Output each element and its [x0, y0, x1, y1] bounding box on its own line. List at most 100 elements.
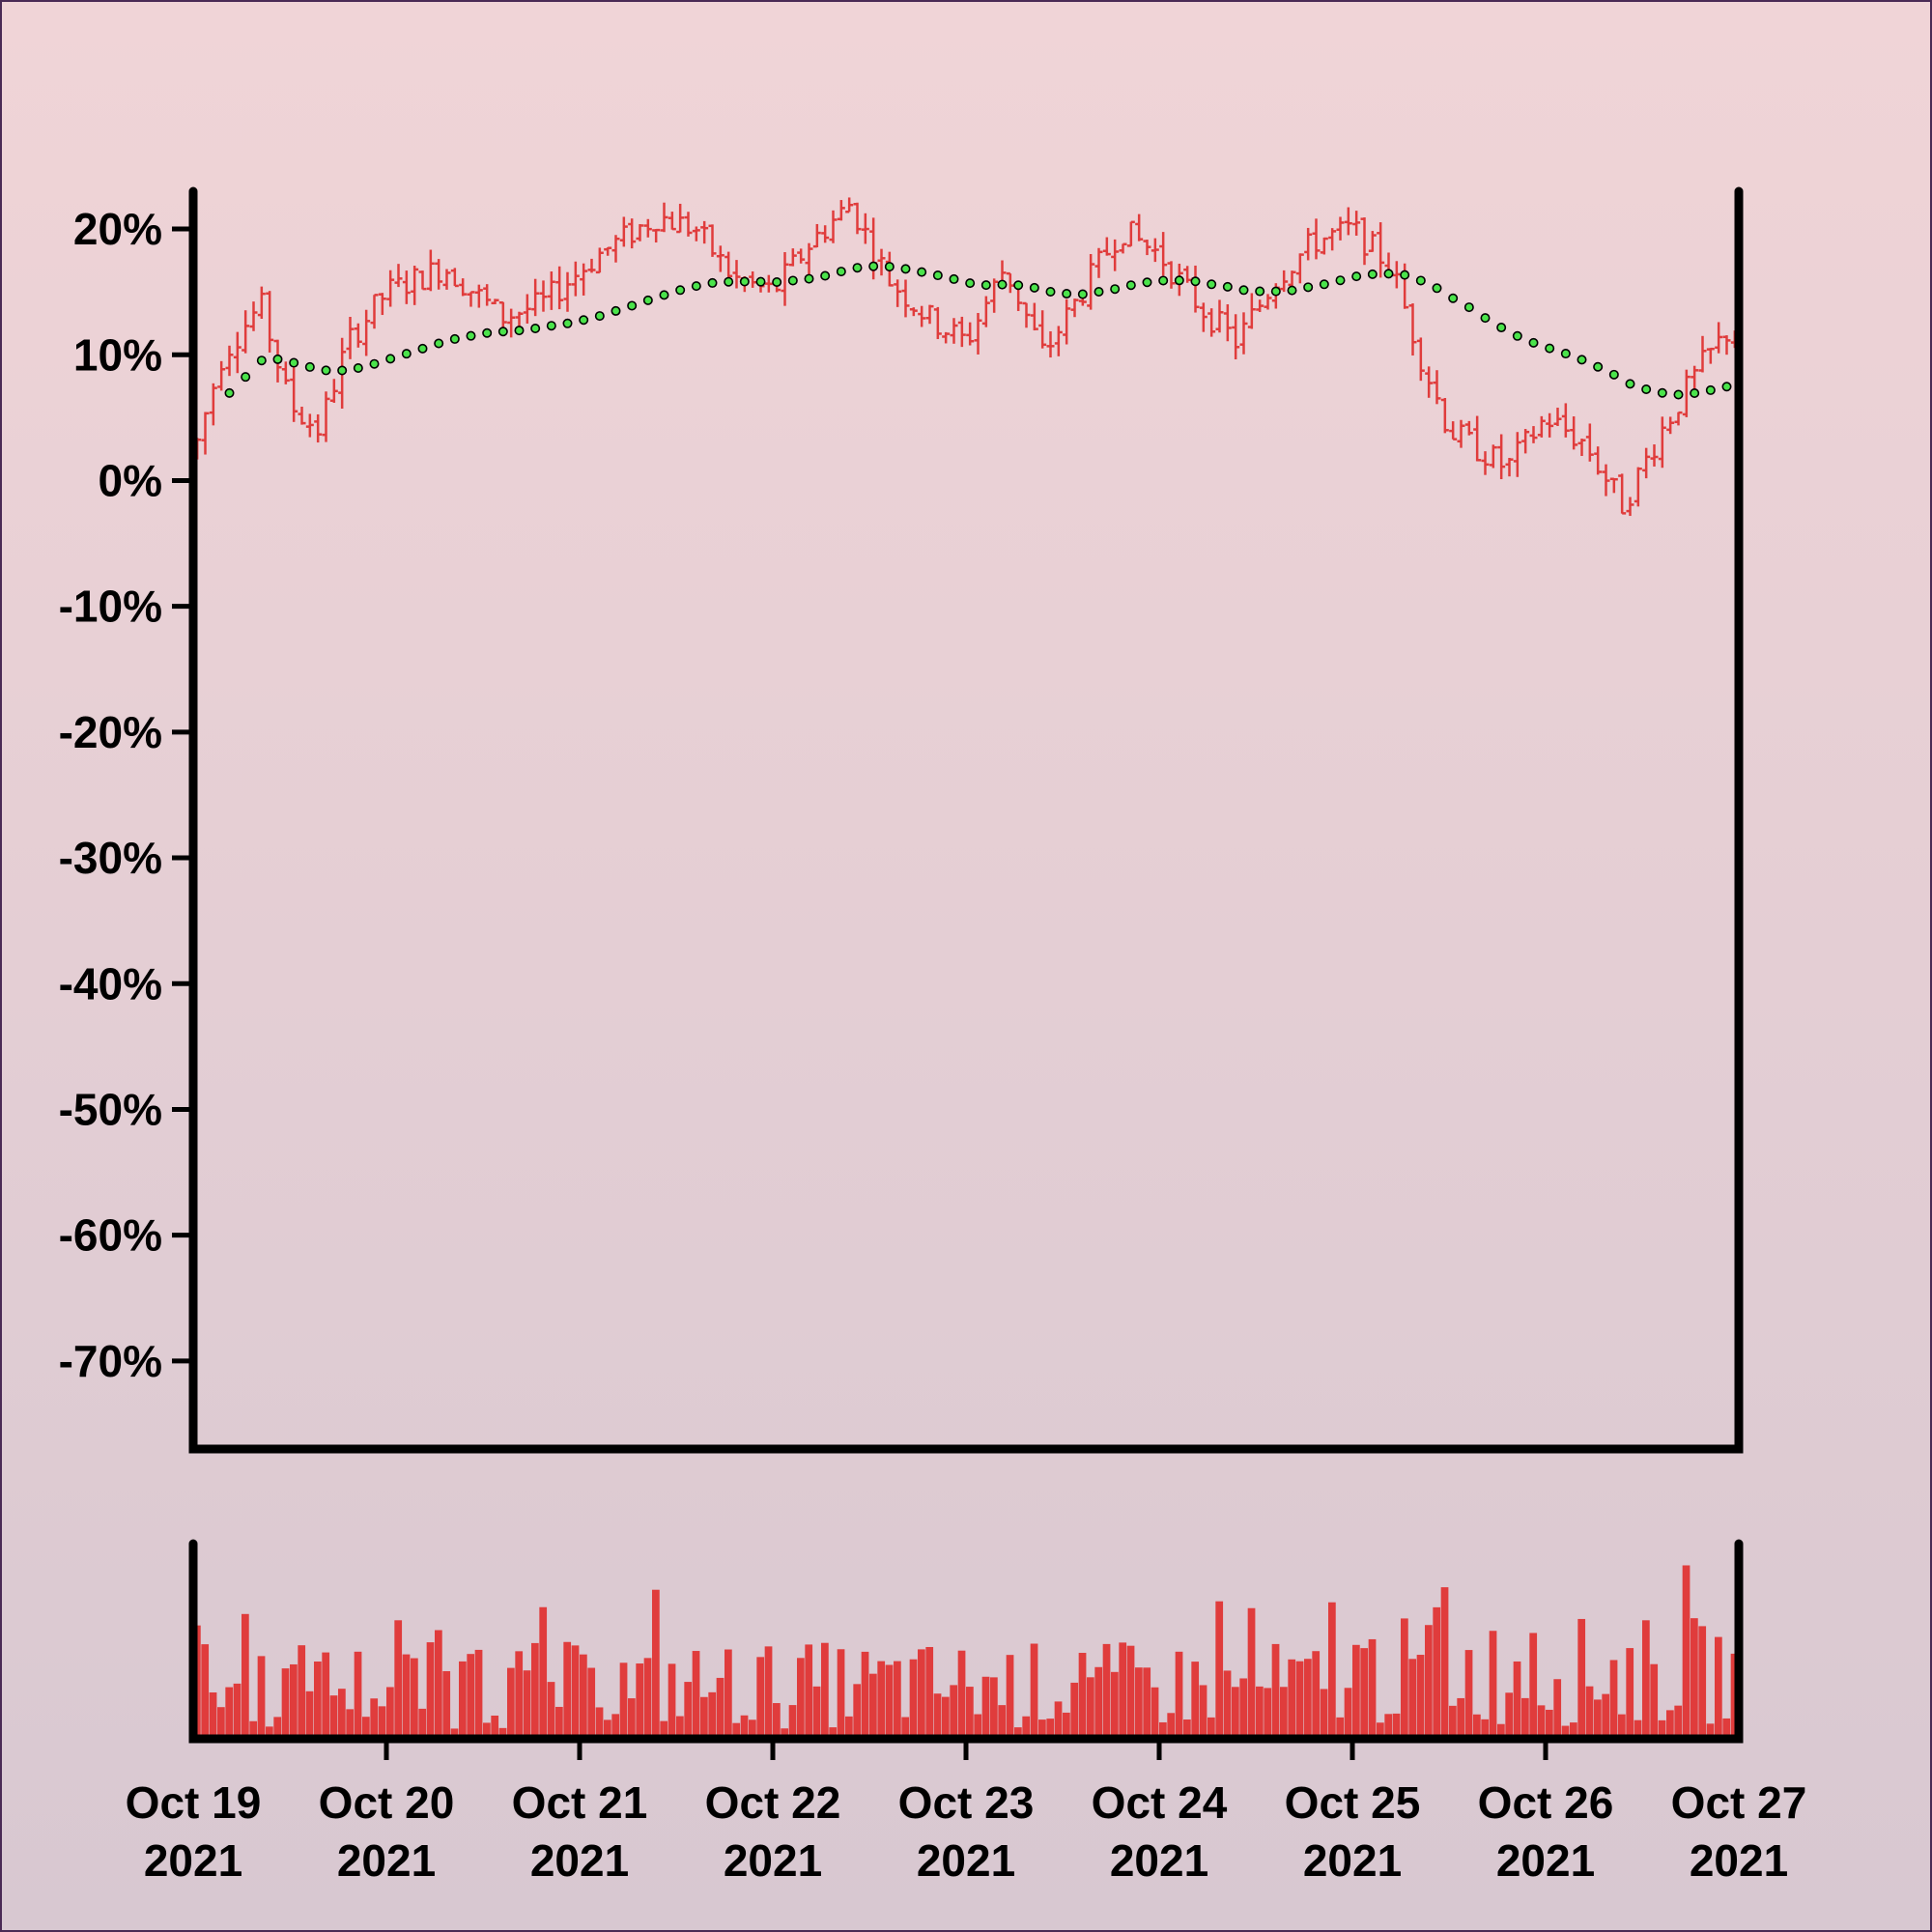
volume-bar — [950, 1685, 958, 1739]
volume-bar — [1199, 1685, 1208, 1739]
ma-dot — [1657, 387, 1667, 398]
volume-bar — [716, 1677, 724, 1739]
y-tick-label: 10% — [73, 329, 162, 380]
volume-bar — [1658, 1719, 1666, 1739]
volume-bar — [974, 1714, 982, 1739]
ma-dot — [562, 318, 573, 328]
y-axis-ticks: 20% 10% 0% -10% -20% -30% -40% -50% -60% -70% — [59, 204, 193, 1386]
volume-bar — [619, 1662, 628, 1739]
volume-bar — [1473, 1714, 1481, 1739]
ma-dot — [1303, 282, 1314, 293]
price-panel: 20% 10% 0% -10% -20% -30% -40% -50% -60% -70% — [59, 186, 1744, 1454]
x-tick-label-year: 2021 — [1110, 1835, 1208, 1886]
volume-bar — [1416, 1655, 1425, 1739]
volume-bar — [459, 1661, 467, 1739]
volume-bar — [1642, 1620, 1650, 1739]
ma-dot — [1319, 279, 1329, 290]
volume-bar — [266, 1726, 273, 1739]
volume-bar — [1706, 1723, 1715, 1739]
x-tick-label-date: Oct 23 — [898, 1777, 1035, 1828]
volume-bar — [781, 1728, 789, 1739]
volume-bar — [1208, 1717, 1215, 1739]
ma-dot — [1400, 270, 1410, 280]
volume-bar — [1401, 1618, 1408, 1739]
x-tick-label-year: 2021 — [1690, 1835, 1788, 1886]
volume-bar — [507, 1667, 515, 1739]
volume-bar — [877, 1661, 886, 1739]
volume-bar — [217, 1707, 225, 1739]
ma-dot — [932, 270, 943, 281]
volume-bar — [483, 1722, 491, 1739]
volume-bar — [845, 1716, 853, 1739]
volume-bar — [1497, 1723, 1505, 1739]
volume-bar — [1030, 1643, 1038, 1739]
volume-bar — [1038, 1719, 1046, 1739]
volume-bar — [1215, 1601, 1224, 1739]
volume-bar — [1022, 1716, 1031, 1739]
volume-bar — [1087, 1677, 1094, 1739]
volume-bar — [1433, 1606, 1441, 1739]
volume-bar — [901, 1717, 910, 1739]
volume-bar — [1191, 1662, 1200, 1739]
volume-bar — [708, 1691, 717, 1739]
volume-bar — [636, 1663, 644, 1739]
volume-bar — [1609, 1660, 1618, 1739]
ma-dot — [739, 276, 750, 287]
x-tick-label-year: 2021 — [1303, 1835, 1402, 1886]
volume-bar — [1650, 1663, 1659, 1739]
volume-bar — [1078, 1653, 1087, 1739]
ma-dot — [997, 279, 1008, 290]
ma-dot — [1560, 349, 1571, 359]
volume-bar — [595, 1707, 604, 1739]
volume-bar — [1425, 1625, 1433, 1739]
volume-bar — [1505, 1692, 1514, 1739]
volume-bar — [498, 1727, 507, 1739]
volume-bar — [773, 1703, 781, 1739]
ma-dot — [1577, 355, 1587, 365]
x-tick-label-year: 2021 — [917, 1835, 1015, 1886]
volume-bar — [1634, 1719, 1642, 1739]
volume-bar — [467, 1654, 475, 1739]
y-tick-label: -60% — [59, 1210, 162, 1261]
y-tick-label: -10% — [59, 582, 162, 632]
ma-dot — [1222, 281, 1233, 292]
volume-bar — [1698, 1626, 1707, 1739]
volume-bar — [724, 1649, 732, 1739]
volume-bar — [1223, 1670, 1232, 1739]
ma-dot — [1158, 275, 1169, 286]
volume-bar — [1006, 1655, 1014, 1739]
volume-panel: Oct 19 2021 Oct 20 2021 Oct 21 2021 Oct 22 2021… — [126, 1539, 1806, 1886]
volume-bar — [1666, 1710, 1674, 1739]
y-tick-label: -70% — [59, 1336, 162, 1386]
volume-bar — [1126, 1645, 1135, 1739]
volume-bar — [1408, 1659, 1417, 1739]
volume-bar — [1094, 1666, 1103, 1739]
volume-bar — [1054, 1701, 1063, 1739]
x-tick-label-year: 2021 — [530, 1835, 629, 1886]
volume-bar — [1175, 1651, 1183, 1739]
ma-dot — [1721, 382, 1732, 392]
ma-dot — [1077, 289, 1088, 299]
volume-bar — [1352, 1644, 1360, 1739]
ma-dot — [611, 305, 621, 316]
volume-bar — [587, 1667, 596, 1739]
ma-dot — [1255, 286, 1265, 297]
volume-bar — [233, 1683, 242, 1739]
ma-dot — [1383, 269, 1394, 279]
volume-bar — [394, 1620, 403, 1739]
volume-bar — [1626, 1648, 1634, 1739]
volume-bar — [981, 1676, 990, 1739]
volume-bar — [1063, 1712, 1070, 1739]
volume-bar — [1570, 1722, 1577, 1739]
volume-bar — [531, 1642, 539, 1739]
ma-dot — [289, 357, 299, 368]
ma-dot — [434, 338, 444, 349]
ma-dot — [482, 327, 493, 338]
volume-bar — [1368, 1638, 1377, 1739]
volume-bar — [668, 1663, 676, 1739]
volume-bar — [797, 1658, 805, 1739]
x-tick-label-date: Oct 20 — [319, 1777, 455, 1828]
ma-dot — [1641, 384, 1652, 394]
volume-bar — [861, 1651, 869, 1739]
ma-dot — [304, 361, 315, 372]
